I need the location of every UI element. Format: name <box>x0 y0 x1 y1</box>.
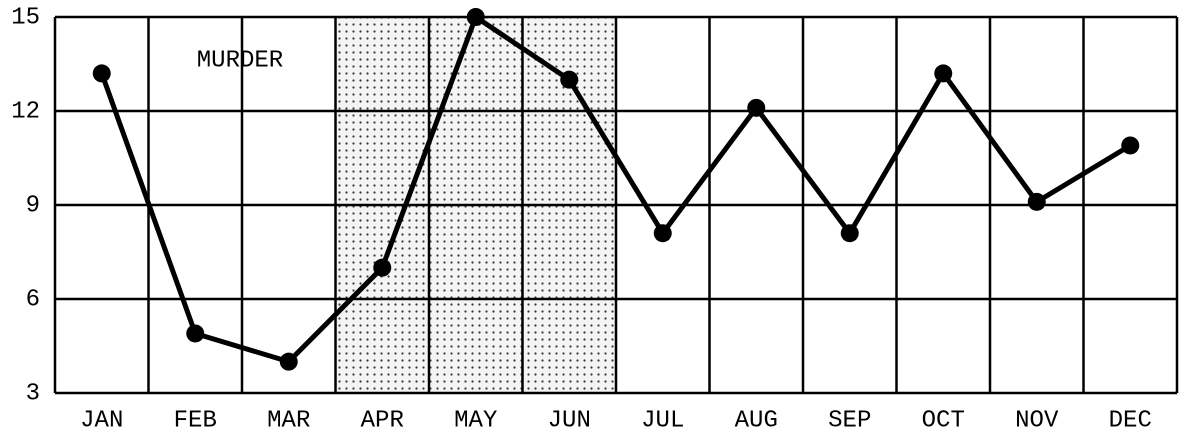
point <box>747 98 766 117</box>
point <box>560 70 579 89</box>
x-tick-label: NOV <box>1015 407 1059 434</box>
point <box>186 324 205 343</box>
x-tick-label: MAY <box>454 407 497 434</box>
point <box>373 258 392 277</box>
y-tick-label: 6 <box>26 286 40 313</box>
y-tick-label: 15 <box>11 4 40 31</box>
x-tick-label: AUG <box>735 407 778 434</box>
x-tick-label: FEB <box>174 407 217 434</box>
point <box>279 352 298 371</box>
x-tick-label: JUN <box>548 407 591 434</box>
point <box>840 224 859 243</box>
x-tick-label: JAN <box>80 407 123 434</box>
point <box>466 8 485 26</box>
x-tick-label: SEP <box>828 407 871 434</box>
point <box>934 64 953 83</box>
x-tick-label: OCT <box>922 407 965 434</box>
y-tick-label: 12 <box>11 98 40 125</box>
x-tick-label: MAR <box>267 407 310 434</box>
y-tick-label: 3 <box>26 380 40 407</box>
point <box>1027 192 1046 211</box>
x-tick-label: DEC <box>1109 407 1152 434</box>
x-tick-label: JUL <box>641 407 684 434</box>
series-label: MURDER <box>197 47 283 74</box>
point <box>1121 136 1140 155</box>
series-line <box>99 14 1132 365</box>
point <box>92 64 111 83</box>
y-tick-label: 9 <box>26 192 40 219</box>
point <box>653 224 672 243</box>
x-tick-label: APR <box>361 407 404 434</box>
